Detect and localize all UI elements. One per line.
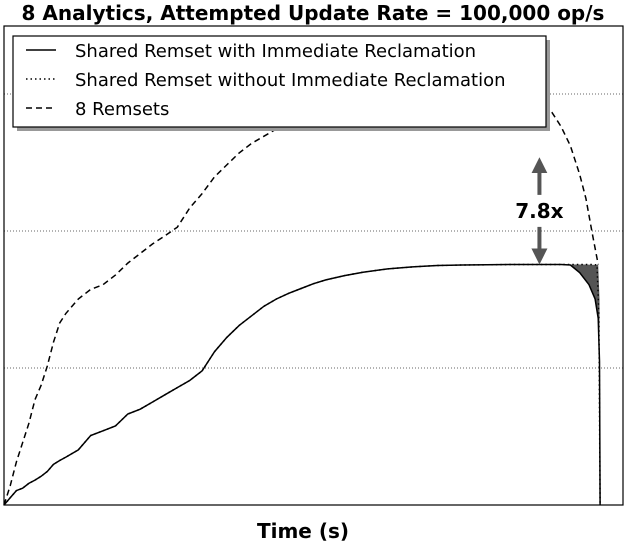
plot-frame [3, 25, 624, 506]
x-axis-label: Time (s) [257, 519, 349, 543]
series-lines [3, 96, 601, 506]
series-line-dotted [3, 263, 601, 506]
legend: Shared Remset with Immediate Reclamation… [12, 35, 550, 131]
legend-entry-immediate: Shared Remset with Immediate Reclamation [75, 41, 476, 62]
legend-box [12, 35, 547, 128]
series-line-dashed [3, 96, 599, 506]
grid-lines [4, 93, 623, 369]
legend-entry-8-remsets: 8 Remsets [75, 99, 169, 120]
filled-region [570, 264, 600, 362]
annotation: 7.8x [515, 157, 564, 265]
chart-title: 8 Analytics, Attempted Update Rate = 100… [22, 1, 605, 25]
reclamation-gap-fill [570, 264, 600, 362]
annotation-label: 7.8x [515, 199, 563, 223]
legend-entry-without: Shared Remset without Immediate Reclamat… [75, 70, 506, 91]
series-line-solid [3, 263, 601, 506]
